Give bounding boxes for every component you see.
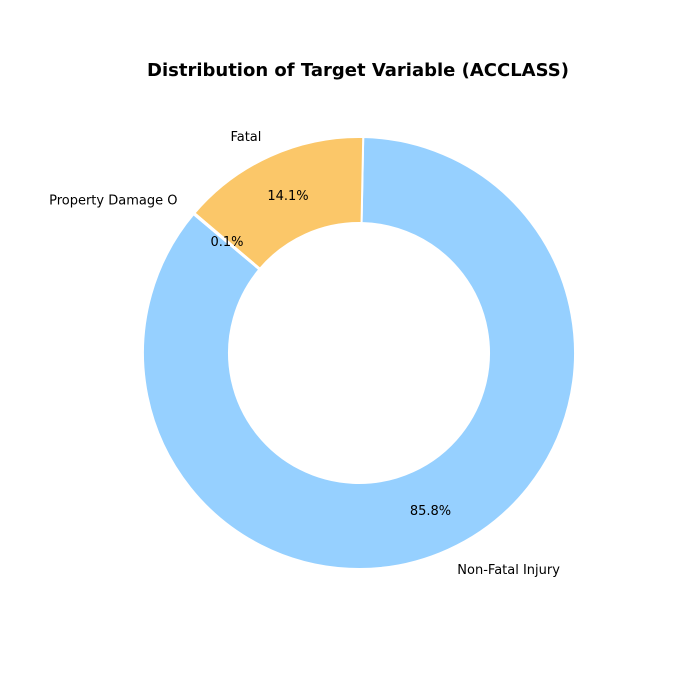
slice-percent-label: 85.8%	[410, 504, 451, 519]
slice-label: Property Damage O	[49, 193, 177, 208]
donut-labels: Non-Fatal Injury 85.8% Fatal 14.1% Property …	[49, 130, 560, 578]
donut-slices	[142, 136, 576, 570]
slice-label: Fatal	[230, 130, 261, 145]
chart-title: Distribution of Target Variable (ACCLASS…	[147, 60, 569, 81]
slice-percent-label: 0.1%	[210, 235, 243, 250]
slice-percent-label: 14.1%	[267, 189, 308, 204]
slice-property-damage-o	[192, 212, 261, 271]
slice-label: Non-Fatal Injury	[457, 563, 560, 578]
slice-non-fatal-injury	[142, 136, 576, 570]
